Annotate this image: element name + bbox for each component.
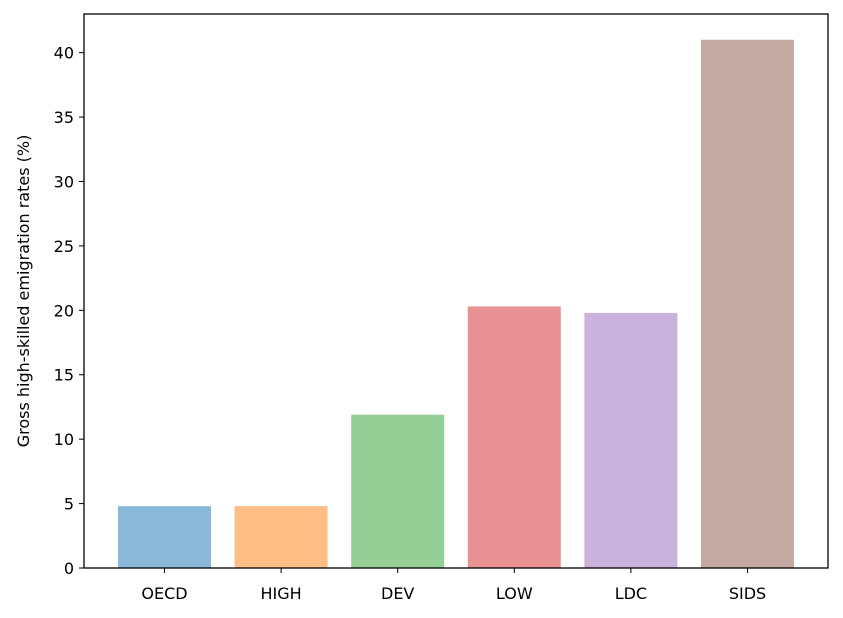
y-tick-label: 0 (64, 559, 74, 578)
y-tick-label: 25 (54, 237, 74, 256)
y-axis-ticks: 0 5 10 15 20 25 30 35 40 (54, 44, 84, 578)
bar-oecd (118, 506, 211, 568)
bar-ldc (584, 312, 678, 568)
x-axis-ticks: OECD HIGH DEV LOW LDC SIDS (141, 568, 766, 603)
x-tick-label: SIDS (729, 584, 766, 603)
y-axis-label: Gross high-skilled emigration rates (%) (14, 135, 33, 448)
y-tick-label: 20 (54, 301, 74, 320)
y-tick-label: 40 (54, 44, 74, 63)
x-tick-label: HIGH (261, 584, 302, 603)
y-tick-label: 30 (54, 172, 74, 191)
x-tick-label: DEV (381, 584, 414, 603)
bars-group (118, 39, 794, 568)
y-tick-label: 15 (54, 366, 74, 385)
x-tick-label: LDC (615, 584, 647, 603)
bar-low (467, 306, 561, 568)
x-tick-label: OECD (141, 584, 187, 603)
plot-frame (83, 13, 829, 569)
x-tick-label: LOW (496, 584, 533, 603)
bar-sids (701, 39, 794, 568)
y-tick-label: 5 (64, 495, 74, 514)
y-tick-label: 35 (54, 108, 74, 127)
bar-high (234, 506, 328, 568)
y-tick-label: 10 (54, 430, 74, 449)
bar-dev (351, 414, 445, 568)
